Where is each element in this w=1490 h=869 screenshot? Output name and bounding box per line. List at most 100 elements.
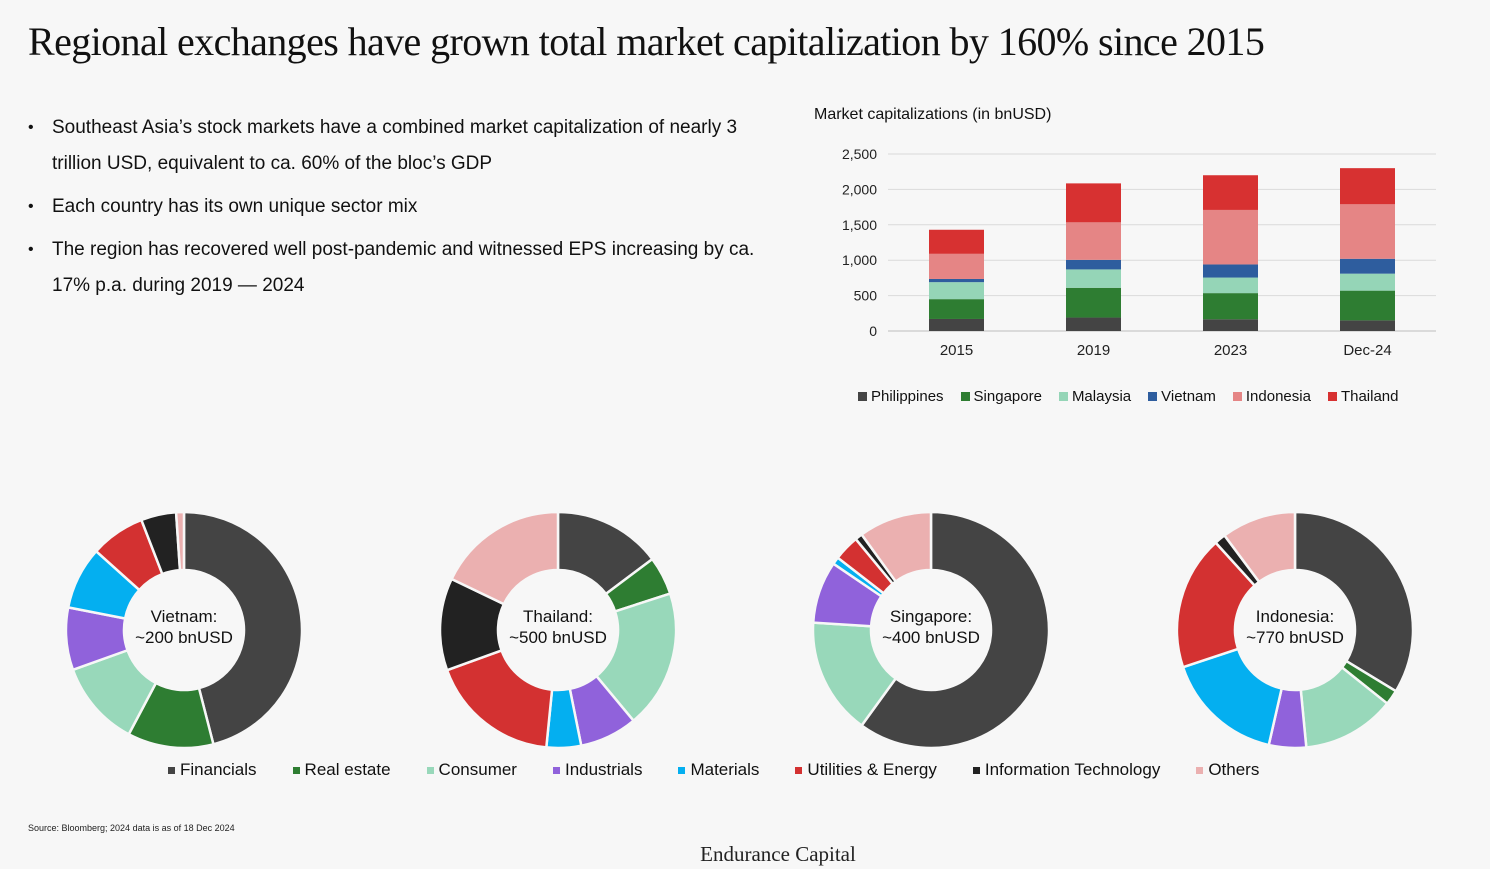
legend-consumer: Consumer [426,760,517,780]
y-tick-label: 0 [869,323,877,339]
legend-thailand: Thailand [1327,388,1399,405]
slice-financials [182,510,304,746]
donut-thailand: Thailand: ~500 bnUSD [438,510,678,750]
bar-chart-title: Market capitalizations (in bnUSD) [814,106,1052,123]
legend-malaysia: Malaysia [1058,388,1131,405]
donut-thailand-label: Thailand: ~500 bnUSD [438,606,678,648]
donut-vietnam-country: Vietnam: [150,607,218,626]
legend-label-others: Others [1208,760,1260,779]
legend-label-thailand: Thailand [1340,388,1399,405]
legend-label-materials: Materials [690,760,760,779]
bar-philippines-2015 [929,318,984,331]
legend-swatch-industrials [552,766,560,774]
donut-singapore-country: Singapore: [889,607,973,626]
legend-swatch-materials [678,766,686,774]
bar-vietnam-dec-24 [1340,258,1395,274]
legend-label-real-estate: Real estate [304,760,391,779]
slice-others [1223,510,1297,584]
bar-singapore-dec-24 [1340,290,1395,321]
bar-thailand-2015 [929,229,984,254]
legend-label-philippines: Philippines [871,388,944,405]
bar-thailand-dec-24 [1340,168,1395,205]
bar-philippines-dec-24 [1340,320,1395,331]
donut-singapore-chart [811,510,1051,750]
slice-others [174,510,186,572]
bar-indonesia-dec-24 [1340,204,1395,259]
legend-financials: Financials [168,760,257,780]
legend-indonesia: Indonesia [1232,388,1311,405]
x-tick-label: 2015 [940,342,973,359]
legend-label-consumer: Consumer [438,760,517,779]
slice-utilities-energy [1175,541,1256,669]
bar-vietnam-2019 [1066,259,1121,270]
legend-real-estate: Real estate [292,760,391,780]
bar-thailand-2023 [1203,175,1258,210]
y-tick-label: 1,000 [842,252,877,268]
bar-philippines-2019 [1066,317,1121,331]
slice-financials [860,510,1051,750]
legend-swatch-real-estate [292,766,300,774]
sector-legend: Financials Real estate Consumer Industri… [168,760,1295,780]
bar-malaysia-2019 [1066,269,1121,288]
legend-swatch-utilities-energy [795,766,803,774]
y-tick-label: 2,000 [842,181,877,197]
legend-swatch-consumer [426,766,434,774]
donut-indonesia-country: Indonesia: [1255,607,1335,626]
bar-indonesia-2023 [1203,209,1258,265]
bar-philippines-2023 [1203,319,1258,331]
brand-wordmark: Endurance Capital [700,842,856,866]
bar-malaysia-dec-24 [1340,273,1395,291]
y-tick-label: 1,500 [842,217,877,233]
market-cap-bar-chart: 0 500 1,000 1,500 2,000 2,500 2015 2019 2023 Dec-… [842,146,1436,359]
legend-swatch-singapore [960,392,970,401]
donut-thailand-country: Thailand: [523,607,593,626]
bar-malaysia-2015 [929,282,984,300]
donut-thailand-size: ~500 bnUSD [509,628,607,647]
legend-swatch-financials [168,766,175,774]
legend-others: Others [1196,760,1259,780]
donut-vietnam-chart [64,510,304,750]
slice-others [860,510,933,583]
legend-materials: Materials [678,760,759,780]
slice-others [450,510,560,606]
legend-industrials: Industrials [552,760,643,780]
x-tick-label: 2023 [1214,342,1247,359]
legend-singapore: Singapore [960,388,1042,405]
donut-vietnam: Vietnam: ~200 bnUSD [64,510,304,750]
donut-indonesia-chart [1175,510,1415,750]
bar-malaysia-2023 [1203,277,1258,294]
donut-singapore-size: ~400 bnUSD [882,628,980,647]
bar-singapore-2015 [929,299,984,319]
key-points-list: Southeast Asia’s stock markets have a co… [28,110,788,311]
bar-singapore-2019 [1066,287,1121,318]
legend-utilities-energy: Utilities & Energy [795,760,937,780]
legend-label-financials: Financials [180,760,257,779]
donut-singapore-label: Singapore: ~400 bnUSD [811,606,1051,648]
legend-philippines: Philippines [858,388,944,405]
bar-vietnam-2015 [929,278,984,283]
y-tick-label: 2,500 [842,146,877,162]
donut-indonesia: Indonesia: ~770 bnUSD [1175,510,1415,750]
source-note: Source: Bloomberg; 2024 data is as of 18… [28,823,235,833]
donut-indonesia-size: ~770 bnUSD [1246,628,1344,647]
x-tick-label: 2019 [1077,342,1110,359]
legend-label-utilities-energy: Utilities & Energy [807,760,937,779]
bullet-market-cap: Southeast Asia’s stock markets have a co… [28,110,788,182]
legend-vietnam: Vietnam [1148,388,1216,405]
bar-thailand-2019 [1066,183,1121,223]
legend-swatch-vietnam [1148,392,1158,401]
legend-label-indonesia: Indonesia [1245,388,1311,405]
bullet-sector-mix: Each country has its own unique sector m… [28,189,788,225]
bullet-eps-growth: The region has recovered well post-pande… [28,232,788,304]
legend-label-industrials: Industrials [564,760,643,779]
donut-vietnam-size: ~200 bnUSD [135,628,233,647]
bar-vietnam-2023 [1203,264,1258,278]
slice-financials [1293,510,1415,693]
legend-swatch-philippines [858,392,867,401]
legend-swatch-thailand [1327,392,1337,401]
legend-swatch-others [1196,766,1204,774]
donut-singapore: Singapore: ~400 bnUSD [811,510,1051,750]
legend-label-singapore: Singapore [973,388,1042,405]
legend-label-vietnam: Vietnam [1161,388,1216,405]
donut-indonesia-label: Indonesia: ~770 bnUSD [1175,606,1415,648]
